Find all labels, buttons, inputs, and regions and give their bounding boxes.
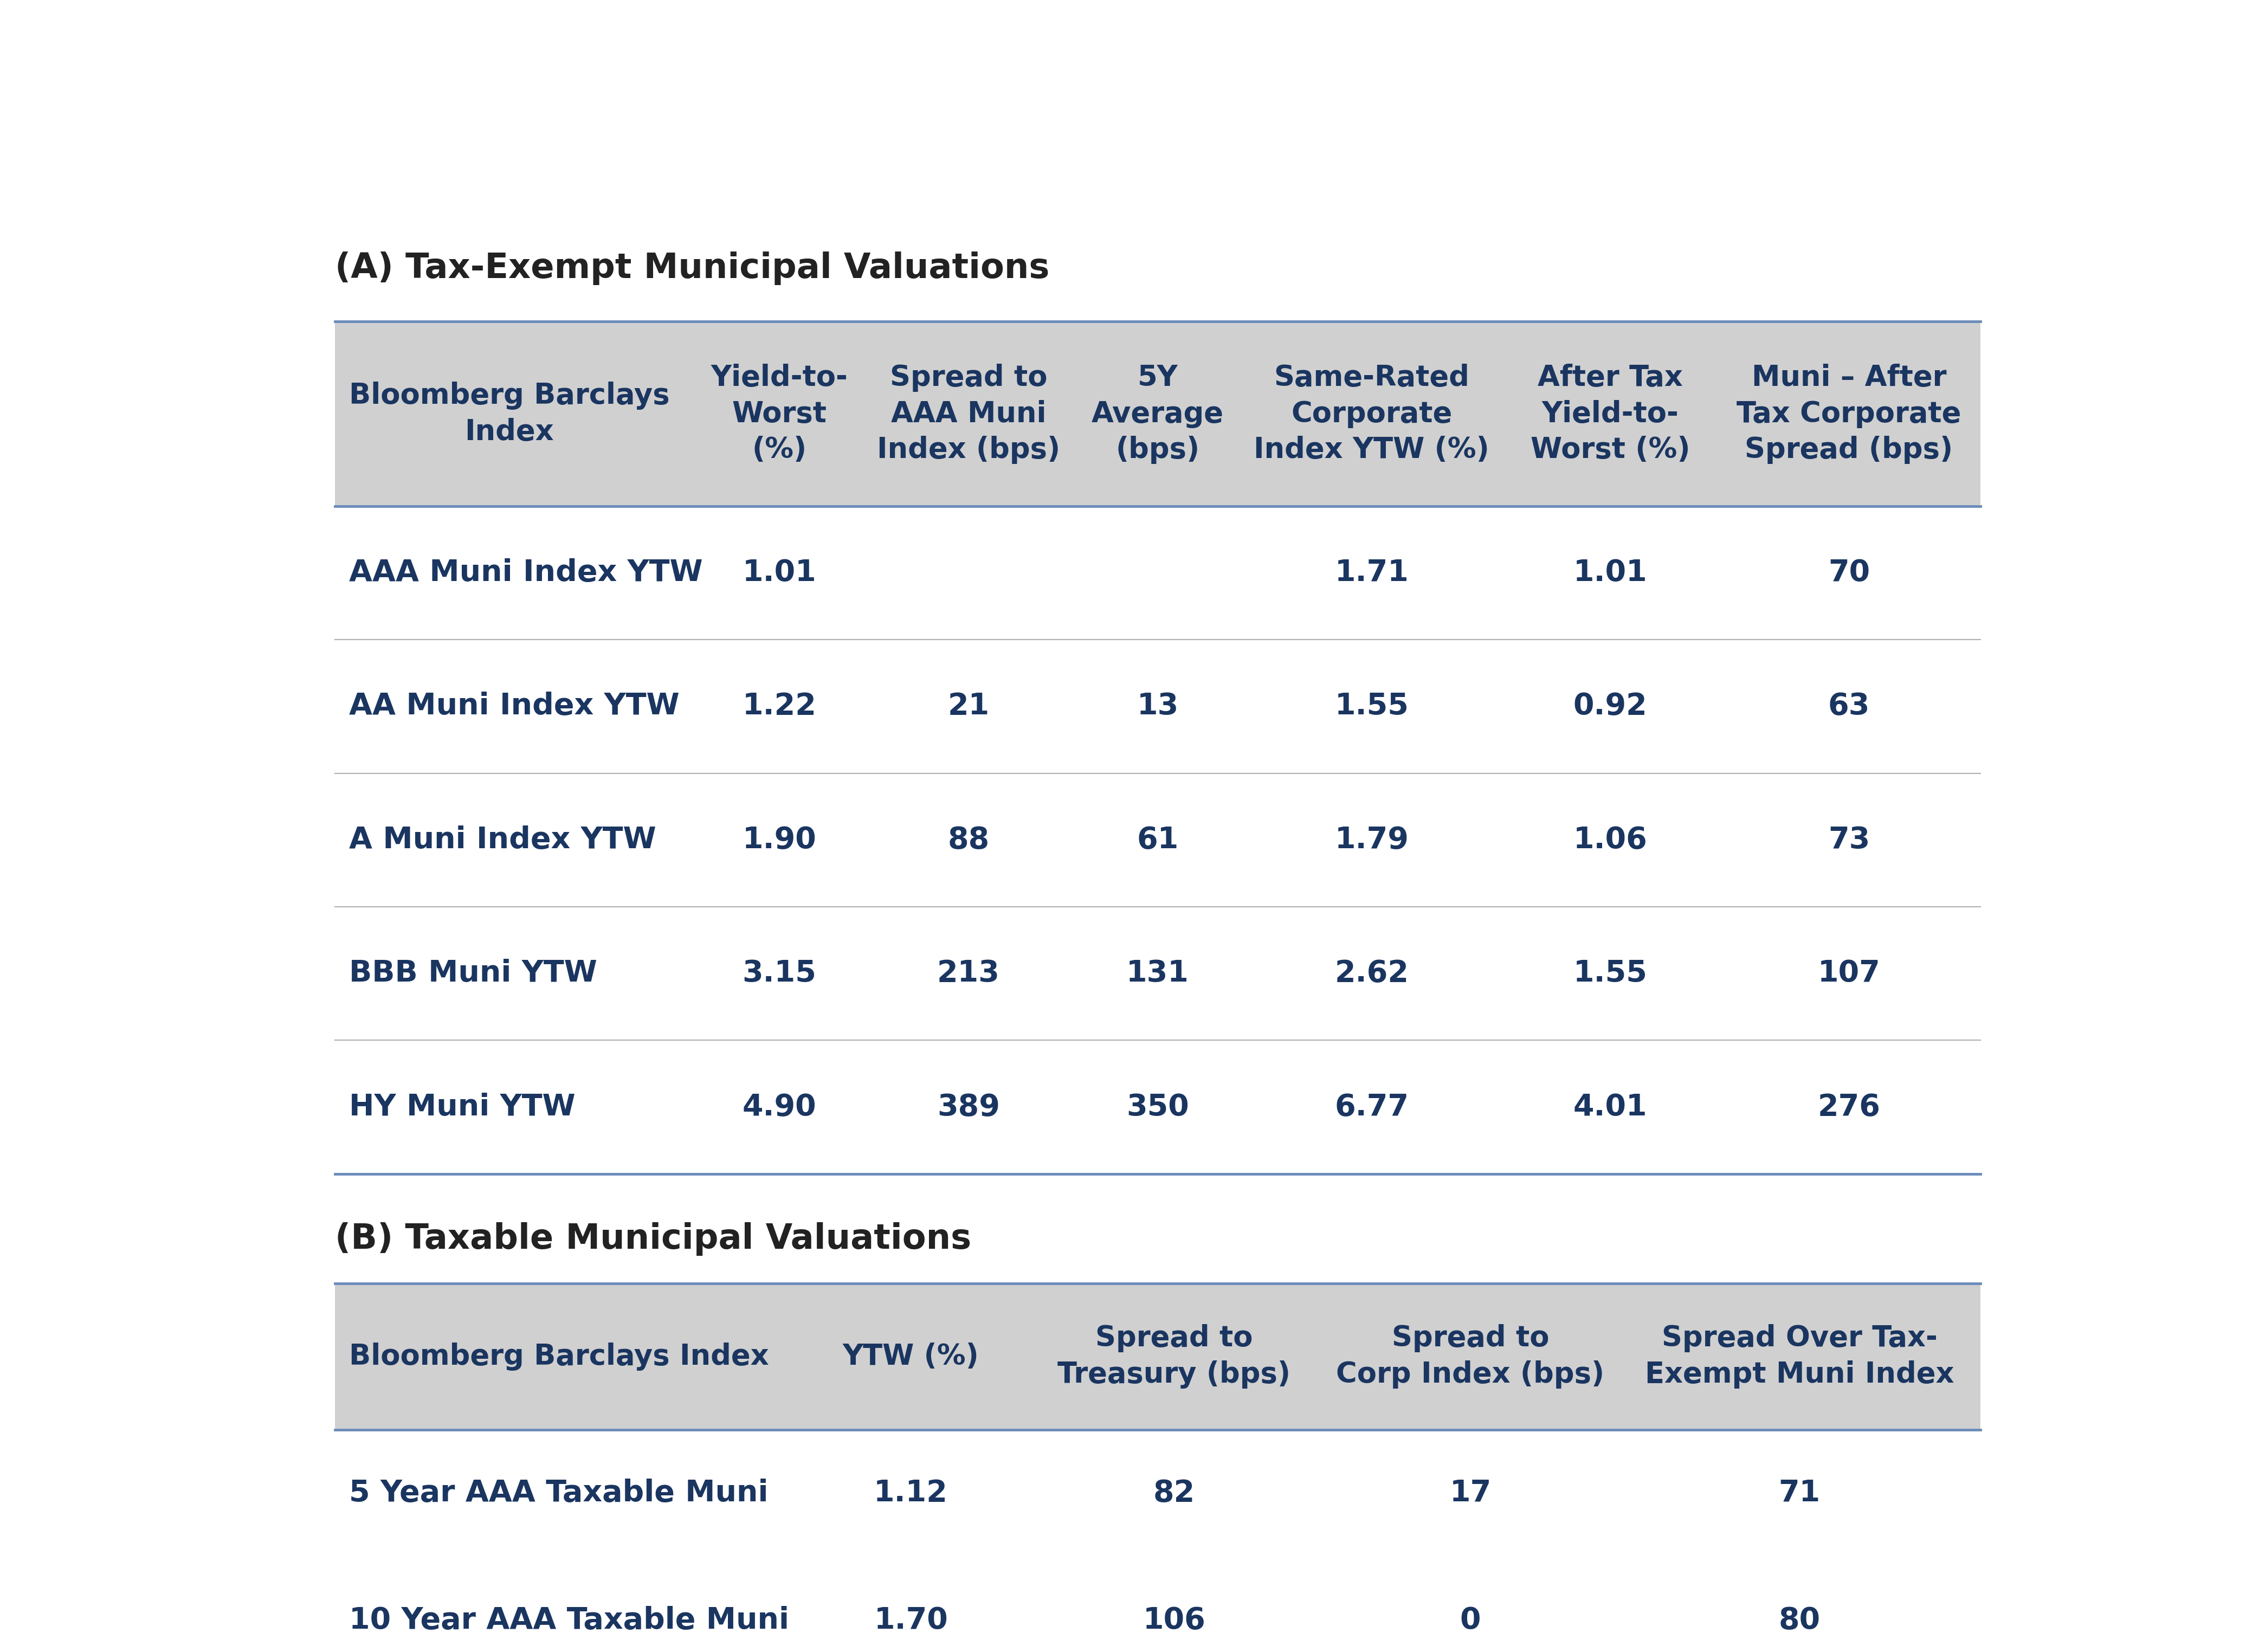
Text: 10 Year AAA Taxable Muni: 10 Year AAA Taxable Muni xyxy=(348,1606,788,1635)
Text: 1.01: 1.01 xyxy=(1572,558,1647,588)
Text: (A) Tax-Exempt Municipal Valuations: (A) Tax-Exempt Municipal Valuations xyxy=(334,251,1050,286)
Text: 1.71: 1.71 xyxy=(1335,558,1410,588)
Text: Spread to
Treasury (bps): Spread to Treasury (bps) xyxy=(1057,1325,1290,1388)
Text: Yield-to-
Worst
(%): Yield-to- Worst (%) xyxy=(712,363,847,464)
Text: 6.77: 6.77 xyxy=(1335,1092,1410,1122)
Text: Same-Rated
Corporate
Index YTW (%): Same-Rated Corporate Index YTW (%) xyxy=(1254,363,1489,464)
Text: 71: 71 xyxy=(1778,1479,1821,1508)
Text: 389: 389 xyxy=(937,1092,1001,1122)
Text: 4.01: 4.01 xyxy=(1572,1092,1647,1122)
Text: 21: 21 xyxy=(947,692,989,720)
Text: 3.15: 3.15 xyxy=(743,958,815,988)
Text: Spread to
Corp Index (bps): Spread to Corp Index (bps) xyxy=(1337,1325,1604,1388)
Text: 1.06: 1.06 xyxy=(1572,826,1647,854)
Text: HY Muni YTW: HY Muni YTW xyxy=(348,1092,576,1122)
Text: 73: 73 xyxy=(1828,826,1870,854)
Text: 17: 17 xyxy=(1450,1479,1491,1508)
FancyBboxPatch shape xyxy=(334,322,1981,506)
Text: 276: 276 xyxy=(1818,1092,1879,1122)
Text: (B) Taxable Municipal Valuations: (B) Taxable Municipal Valuations xyxy=(334,1222,971,1256)
Text: 5 Year AAA Taxable Muni: 5 Year AAA Taxable Muni xyxy=(348,1479,768,1508)
Text: 1.90: 1.90 xyxy=(743,826,815,854)
Text: 1.55: 1.55 xyxy=(1572,958,1647,988)
Text: 106: 106 xyxy=(1143,1606,1206,1635)
Text: 131: 131 xyxy=(1127,958,1188,988)
Text: A Muni Index YTW: A Muni Index YTW xyxy=(348,826,655,854)
Text: 1.79: 1.79 xyxy=(1335,826,1410,854)
Text: 4.90: 4.90 xyxy=(743,1092,815,1122)
Text: 63: 63 xyxy=(1828,692,1870,720)
Text: Spread to
AAA Muni
Index (bps): Spread to AAA Muni Index (bps) xyxy=(876,363,1059,464)
Text: 213: 213 xyxy=(937,958,1001,988)
Text: 1.22: 1.22 xyxy=(743,692,815,720)
Text: YTW (%): YTW (%) xyxy=(843,1343,978,1371)
Text: 70: 70 xyxy=(1828,558,1870,588)
Text: 350: 350 xyxy=(1127,1092,1188,1122)
Text: 0: 0 xyxy=(1459,1606,1482,1635)
Text: 0.92: 0.92 xyxy=(1572,692,1647,720)
Text: BBB Muni YTW: BBB Muni YTW xyxy=(348,958,596,988)
Text: Spread Over Tax-
Exempt Muni Index: Spread Over Tax- Exempt Muni Index xyxy=(1645,1325,1954,1388)
Text: 88: 88 xyxy=(947,826,989,854)
Text: Muni – After
Tax Corporate
Spread (bps): Muni – After Tax Corporate Spread (bps) xyxy=(1737,363,1961,464)
Text: 1.55: 1.55 xyxy=(1335,692,1410,720)
Text: After Tax
Yield-to-
Worst (%): After Tax Yield-to- Worst (%) xyxy=(1532,363,1690,464)
Text: 1.01: 1.01 xyxy=(743,558,815,588)
Text: AAA Muni Index YTW: AAA Muni Index YTW xyxy=(348,558,703,588)
Text: AA Muni Index YTW: AA Muni Index YTW xyxy=(348,692,680,720)
Text: 82: 82 xyxy=(1154,1479,1195,1508)
Text: 61: 61 xyxy=(1136,826,1179,854)
Text: Bloomberg Barclays Index: Bloomberg Barclays Index xyxy=(348,1343,768,1371)
Text: 1.70: 1.70 xyxy=(874,1606,949,1635)
Text: 1.12: 1.12 xyxy=(874,1479,949,1508)
Text: 2.62: 2.62 xyxy=(1335,958,1410,988)
FancyBboxPatch shape xyxy=(334,1284,1981,1429)
Text: Bloomberg Barclays
Index: Bloomberg Barclays Index xyxy=(348,382,669,446)
Text: 5Y
Average
(bps): 5Y Average (bps) xyxy=(1091,363,1224,464)
Text: 13: 13 xyxy=(1136,692,1179,720)
Text: 80: 80 xyxy=(1778,1606,1821,1635)
Text: 107: 107 xyxy=(1818,958,1879,988)
